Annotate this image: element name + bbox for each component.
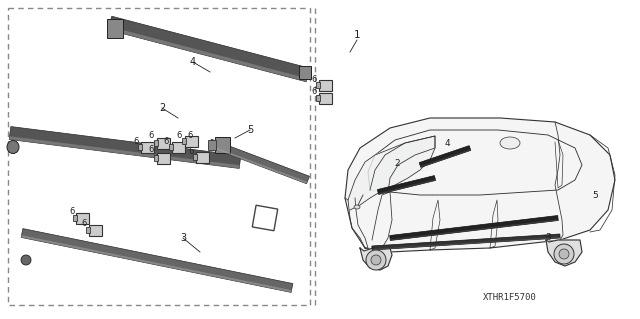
Polygon shape (108, 16, 310, 82)
Polygon shape (390, 219, 558, 241)
Text: 6: 6 (133, 137, 139, 145)
FancyBboxPatch shape (154, 140, 158, 146)
FancyBboxPatch shape (184, 136, 198, 146)
Polygon shape (21, 229, 293, 293)
FancyBboxPatch shape (73, 215, 77, 221)
Ellipse shape (21, 255, 31, 265)
Polygon shape (348, 136, 435, 210)
FancyBboxPatch shape (319, 93, 332, 103)
Ellipse shape (500, 137, 520, 149)
FancyBboxPatch shape (193, 154, 197, 160)
Text: 6: 6 (176, 130, 182, 139)
Ellipse shape (7, 140, 19, 153)
Polygon shape (21, 235, 292, 293)
Polygon shape (345, 118, 615, 252)
Text: 6: 6 (163, 137, 169, 145)
Polygon shape (370, 136, 435, 192)
FancyBboxPatch shape (182, 138, 186, 144)
Text: 1: 1 (354, 30, 360, 40)
FancyBboxPatch shape (107, 19, 123, 38)
Polygon shape (372, 234, 560, 250)
Circle shape (366, 250, 386, 270)
FancyBboxPatch shape (319, 79, 332, 91)
Ellipse shape (354, 205, 360, 209)
Bar (8, 8, 310, 305)
Circle shape (554, 244, 574, 264)
Text: 4: 4 (444, 138, 450, 147)
Text: 5: 5 (247, 125, 253, 135)
FancyBboxPatch shape (88, 225, 102, 235)
FancyBboxPatch shape (76, 212, 88, 224)
Polygon shape (390, 216, 558, 241)
Text: 6: 6 (311, 75, 317, 84)
FancyBboxPatch shape (141, 142, 154, 152)
Text: 6: 6 (148, 130, 154, 139)
Polygon shape (9, 136, 239, 168)
FancyBboxPatch shape (316, 95, 320, 101)
FancyBboxPatch shape (299, 66, 311, 79)
Polygon shape (378, 179, 436, 194)
FancyBboxPatch shape (138, 144, 142, 150)
FancyBboxPatch shape (195, 152, 209, 162)
Text: XTHR1F5700: XTHR1F5700 (483, 293, 537, 302)
FancyBboxPatch shape (215, 137, 230, 153)
Polygon shape (209, 139, 309, 184)
Text: 2: 2 (394, 159, 400, 167)
FancyBboxPatch shape (157, 152, 170, 164)
Polygon shape (420, 149, 471, 167)
Polygon shape (360, 248, 392, 270)
Circle shape (559, 249, 569, 259)
Circle shape (371, 255, 381, 265)
FancyBboxPatch shape (208, 140, 216, 150)
Polygon shape (419, 146, 471, 167)
Text: 6: 6 (188, 146, 194, 155)
FancyBboxPatch shape (157, 137, 170, 149)
FancyBboxPatch shape (172, 142, 184, 152)
FancyBboxPatch shape (316, 82, 320, 88)
FancyBboxPatch shape (154, 155, 158, 161)
Text: 4: 4 (190, 57, 196, 67)
Text: 6: 6 (81, 219, 86, 228)
Text: 6: 6 (311, 87, 317, 97)
Polygon shape (546, 240, 582, 266)
Polygon shape (9, 127, 241, 168)
Polygon shape (372, 237, 560, 250)
FancyBboxPatch shape (169, 144, 173, 150)
Text: 3: 3 (545, 234, 551, 242)
Text: 5: 5 (592, 190, 598, 199)
FancyBboxPatch shape (86, 227, 90, 233)
Text: 3: 3 (180, 233, 186, 243)
Text: 6: 6 (188, 130, 193, 139)
Polygon shape (108, 26, 307, 82)
Text: 6: 6 (69, 207, 75, 217)
Polygon shape (209, 145, 307, 184)
Polygon shape (378, 175, 436, 194)
Text: 6: 6 (148, 145, 154, 154)
Text: 2: 2 (159, 103, 165, 113)
